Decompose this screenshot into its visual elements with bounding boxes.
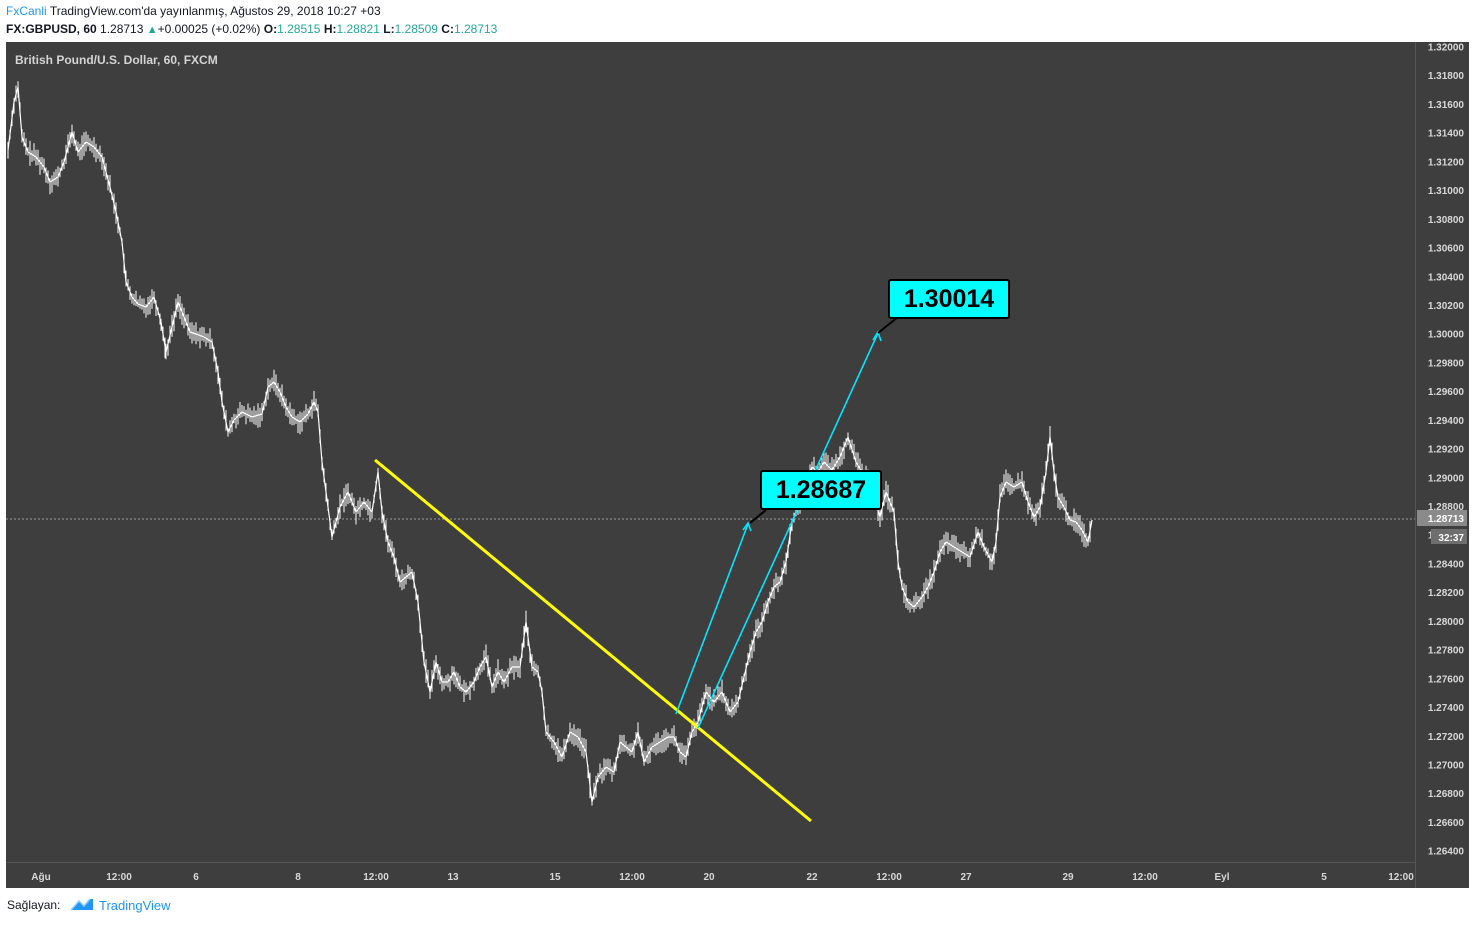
price-tick-label: 1.29200 bbox=[1428, 445, 1465, 456]
price-tick-label: 1.27600 bbox=[1428, 674, 1465, 685]
current-price-badge-text: 1.28713 bbox=[1428, 514, 1465, 525]
price-tick-label: 1.30000 bbox=[1428, 330, 1465, 341]
price-callout-1[interactable] bbox=[760, 470, 882, 510]
callout-pointer-1 bbox=[749, 509, 767, 524]
close-value: 1.28713 bbox=[453, 22, 498, 36]
chart-title: British Pound/U.S. Dollar, 60, FXCM bbox=[15, 53, 218, 67]
countdown-badge-text: 32:37 bbox=[1438, 533, 1464, 544]
time-tick-label: 6 bbox=[193, 872, 199, 883]
price-tick-label: 1.27000 bbox=[1428, 761, 1465, 772]
low-value: 1.28509 bbox=[394, 22, 438, 36]
price-series-line bbox=[7, 86, 1093, 803]
price-tick-label: 1.30600 bbox=[1428, 244, 1465, 255]
price-tick-label: 1.29600 bbox=[1428, 387, 1465, 398]
provided-by-label: Sağlayan: bbox=[7, 898, 61, 912]
price-callout-2-text: 1.30014 bbox=[904, 285, 994, 313]
chart-pane[interactable]: 1.28687 1.30014 British Pound/U.S. Dolla… bbox=[6, 42, 1415, 862]
price-tick-label: 1.30200 bbox=[1428, 301, 1465, 312]
current-price-badge bbox=[1417, 510, 1467, 526]
time-tick-label: 12:00 bbox=[1388, 872, 1414, 883]
price-tick-label: 1.29400 bbox=[1428, 416, 1465, 427]
price-tick-label: 1.27200 bbox=[1428, 732, 1465, 743]
high-value: 1.28821 bbox=[336, 22, 380, 36]
price-tick-label: 1.28200 bbox=[1428, 588, 1465, 599]
up-triangle-icon: ▲ bbox=[146, 24, 158, 36]
publish-line: FxCanli TradingView.com'da yayınlanmış, … bbox=[6, 4, 381, 18]
price-callout-2[interactable] bbox=[888, 279, 1010, 319]
trendline[interactable] bbox=[374, 458, 812, 823]
open-label: O: bbox=[263, 22, 278, 36]
time-tick-label: 12:00 bbox=[106, 872, 132, 883]
price-tick-label: 1.26800 bbox=[1428, 789, 1465, 800]
time-tick-label: 12:00 bbox=[619, 872, 645, 883]
time-tick-labels: Ağu 12:00 6 8 12:00 13 15 12:00 20 22 12:00 27 29 12:… bbox=[31, 872, 1414, 883]
author-link[interactable]: FxCanli bbox=[6, 4, 47, 18]
projection-arrow-1[interactable] bbox=[675, 523, 749, 715]
chart-area[interactable]: 1.28687 1.30014 British Pound/U.S. Dolla… bbox=[6, 42, 1469, 889]
price-tick-label: 1.29000 bbox=[1428, 473, 1465, 484]
time-tick-label: 12:00 bbox=[363, 872, 389, 883]
price-tick-label: 1.30400 bbox=[1428, 272, 1465, 283]
footer: Sağlayan: TradingView bbox=[0, 888, 1473, 925]
price-tick-label: 1.28400 bbox=[1428, 559, 1465, 570]
price-tick-label: 1.26400 bbox=[1428, 847, 1465, 858]
price-wicks bbox=[7, 81, 1091, 806]
arrow-head-1-icon bbox=[742, 521, 752, 532]
price-tick-label: 1.31600 bbox=[1428, 100, 1465, 111]
price-tick-label: 1.31000 bbox=[1428, 186, 1465, 197]
price-tick-label: 1.27400 bbox=[1428, 703, 1465, 714]
price-tick-label: 1.28800 bbox=[1428, 502, 1465, 513]
last-price: 1.28713 bbox=[100, 22, 144, 36]
price-tick-label: 1.31200 bbox=[1428, 157, 1465, 168]
callout-pointer-2 bbox=[877, 316, 899, 334]
time-tick-label: 15 bbox=[549, 872, 561, 883]
symbol-line: FX:GBPUSD, 60 1.28713 ▲+0.00025 (+0.02%)… bbox=[6, 22, 497, 36]
time-tick-label: 13 bbox=[447, 872, 459, 883]
price-callout-1-text: 1.28687 bbox=[776, 476, 866, 504]
price-tick-label: 1.31800 bbox=[1428, 71, 1465, 82]
published-text: TradingView.com'da yayınlanmış, Ağustos … bbox=[49, 4, 381, 18]
time-tick-label: 8 bbox=[295, 872, 301, 883]
time-axis[interactable]: Ağu 12:00 6 8 12:00 13 15 12:00 20 22 12:00 27 29 12:… bbox=[6, 862, 1415, 889]
time-axis-svg: Ağu 12:00 6 8 12:00 13 15 12:00 20 22 12:00 27 29 12:… bbox=[31, 872, 1414, 883]
time-tick-label: 22 bbox=[806, 872, 818, 883]
tradingview-link[interactable]: TradingView bbox=[99, 898, 171, 913]
price-chart[interactable]: 1.28687 1.30014 bbox=[6, 42, 1415, 862]
price-tick-label: 1.29800 bbox=[1428, 358, 1465, 369]
price-tick-labels: 1.32000 1.31800 1.31600 1.31400 1.31200 1.310… bbox=[1428, 43, 1465, 858]
low-label: L: bbox=[383, 22, 395, 36]
symbol-name: FX:GBPUSD, 60 bbox=[6, 22, 97, 36]
chart-header: FxCanli TradingView.com'da yayınlanmış, … bbox=[0, 0, 1473, 42]
price-tick-label: 1.28000 bbox=[1428, 617, 1465, 628]
price-tick-label: 1.32000 bbox=[1428, 43, 1465, 54]
time-tick-label: 12:00 bbox=[876, 872, 902, 883]
tradingview-logo-icon[interactable] bbox=[70, 896, 94, 912]
open-value: 1.28515 bbox=[277, 22, 321, 36]
price-axis[interactable]: 1.32000 1.31800 1.31600 1.31400 1.31200 1.310… bbox=[1415, 42, 1469, 888]
time-tick-label: 12:00 bbox=[1132, 872, 1158, 883]
countdown-badge bbox=[1431, 529, 1467, 544]
time-tick-label: 5 bbox=[1321, 872, 1327, 883]
price-tick-label: 1.26600 bbox=[1428, 818, 1465, 829]
price-tick-label: 1.31400 bbox=[1428, 129, 1465, 140]
price-tick-label: 1.30800 bbox=[1428, 215, 1465, 226]
high-label: H: bbox=[323, 22, 337, 36]
price-change: +0.00025 (+0.02%) bbox=[157, 22, 261, 36]
time-tick-label: Eyl bbox=[1214, 872, 1229, 883]
price-axis-svg: 1.32000 1.31800 1.31600 1.31400 1.31200 1.310… bbox=[1417, 43, 1467, 858]
projection-arrow-2[interactable] bbox=[697, 332, 879, 729]
close-label: C: bbox=[441, 22, 454, 36]
time-tick-label: Ağu bbox=[31, 872, 50, 883]
time-tick-label: 29 bbox=[1062, 872, 1074, 883]
time-tick-label: 20 bbox=[703, 872, 715, 883]
time-tick-label: 27 bbox=[960, 872, 972, 883]
price-tick-label: 1.27800 bbox=[1428, 646, 1465, 657]
